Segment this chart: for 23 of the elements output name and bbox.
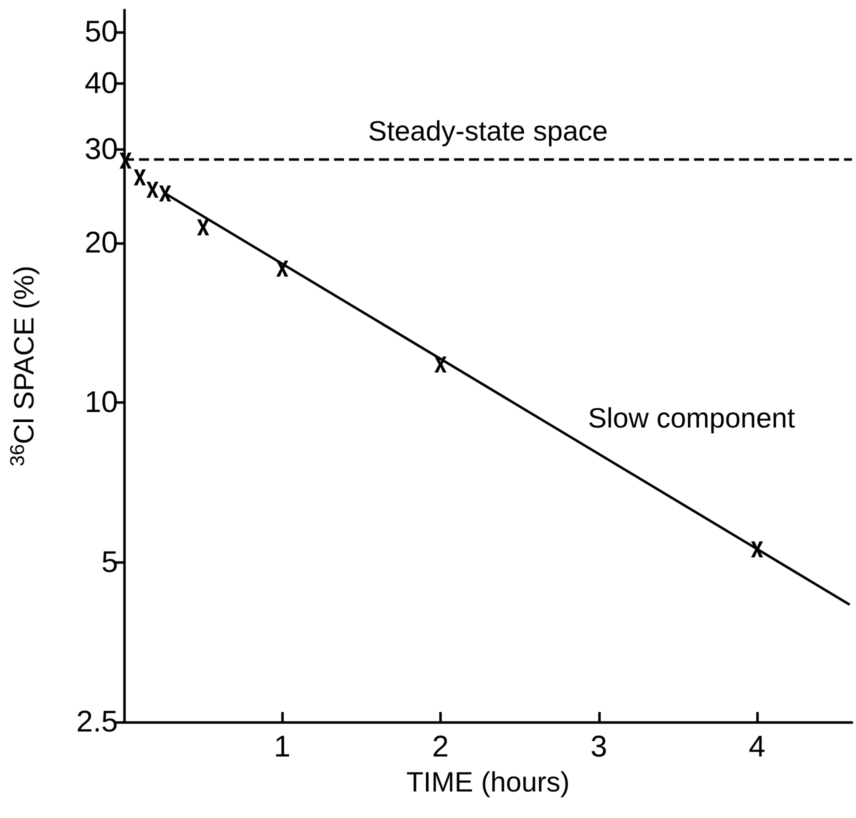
y-tick-label: 2.5 <box>76 706 118 738</box>
point <box>134 169 146 186</box>
x-axis-title: TIME (hours) <box>406 766 570 798</box>
ref-line-label: Steady-state space <box>368 116 608 147</box>
point <box>276 260 288 277</box>
point <box>751 541 764 558</box>
point <box>120 152 132 169</box>
x-tick-label: 4 <box>748 730 766 764</box>
y-axis-title: 36Cl SPACE (%) <box>7 266 40 466</box>
point <box>146 182 158 198</box>
y-tick-label: 20 <box>84 226 118 260</box>
y-tick-label: 50 <box>84 15 118 48</box>
y-tick-label: 5 <box>101 546 118 579</box>
y-tick-label: 40 <box>84 66 118 100</box>
y-tick-label: 30 <box>84 133 118 166</box>
point <box>159 185 172 202</box>
point <box>434 356 447 373</box>
x-tick-label: 1 <box>274 730 291 764</box>
y-tick-label: 10 <box>84 386 118 420</box>
annotation: Slow component <box>588 402 796 434</box>
x-tick-label: 2 <box>432 730 449 764</box>
x-tick-label: 3 <box>590 730 608 764</box>
point <box>197 219 210 236</box>
